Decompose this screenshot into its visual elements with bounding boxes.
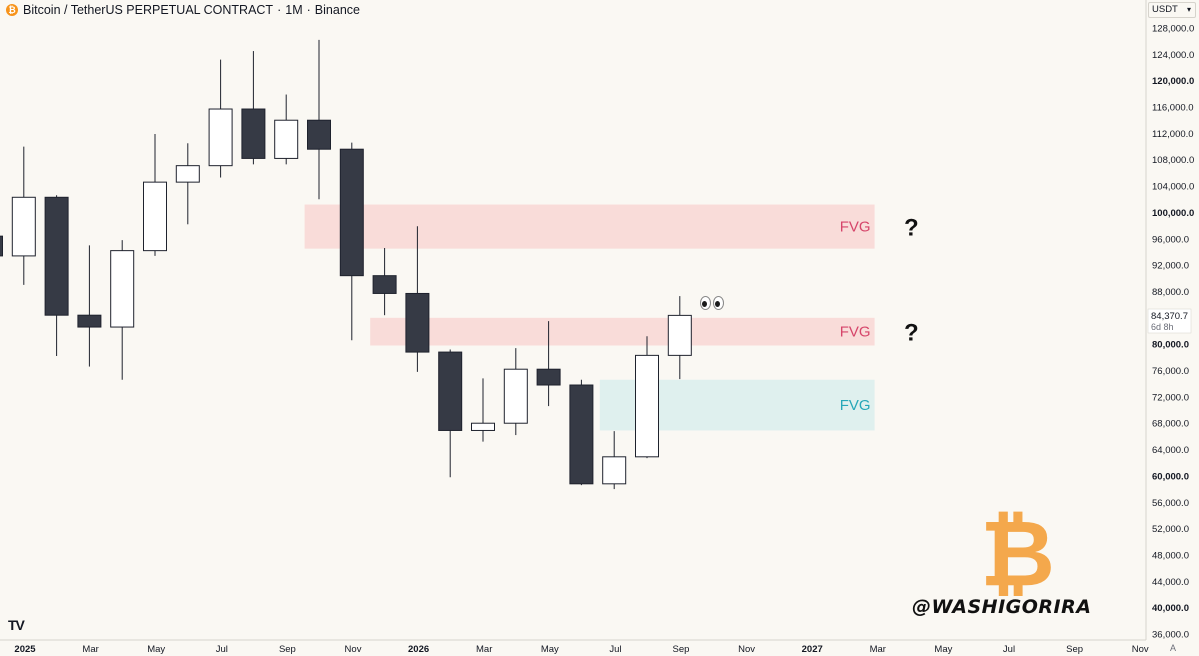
price-tick-label: 52,000.0 xyxy=(1152,524,1189,535)
price-axis[interactable]: 128,000.0 124,000.0 120,000.0 116,000.0 112,… xyxy=(1152,24,1194,641)
candle-body xyxy=(143,181,167,252)
price-tick-label: 88,000.0 xyxy=(1152,287,1189,298)
price-tick-label: 56,000.0 xyxy=(1152,498,1189,509)
auto-scale-button[interactable]: A xyxy=(1170,643,1177,653)
price-tick-label: 104,000.0 xyxy=(1152,182,1194,193)
candle-body xyxy=(471,422,495,431)
time-tick-label: May xyxy=(934,644,952,655)
separator: · xyxy=(277,3,282,17)
fvg-zone xyxy=(304,204,875,249)
time-tick-label: Mar xyxy=(82,644,98,655)
candle-body xyxy=(0,235,3,257)
candle-body xyxy=(77,314,102,328)
bitcoin-logo: ₿ xyxy=(980,500,1055,607)
separator: · xyxy=(306,3,311,17)
bitcoin-icon: ₿ xyxy=(6,4,18,16)
candle-body xyxy=(241,108,266,159)
candle-body xyxy=(110,250,135,328)
time-tick-label: Jul xyxy=(216,644,228,655)
current-price-tag: 84,370.7 6d 8h xyxy=(1147,308,1192,334)
time-tick-label: Nov xyxy=(738,644,755,655)
price-tag-box xyxy=(1147,308,1192,334)
price-tick-label: 120,000.0 xyxy=(1152,76,1194,87)
time-tick-label: Jul xyxy=(1003,644,1015,655)
candles xyxy=(0,39,692,490)
candle-body xyxy=(667,314,692,356)
tradingview-logo[interactable]: TV xyxy=(8,617,25,633)
price-tick-label: 76,000.0 xyxy=(1152,366,1189,377)
time-tick-label: May xyxy=(541,644,559,655)
time-tick-label: 2026 xyxy=(408,644,429,655)
price-tick-label: 68,000.0 xyxy=(1152,419,1189,430)
price-tick-label: 96,000.0 xyxy=(1152,234,1189,245)
time-axis[interactable]: 2025 Mar May Jul Sep Nov 2026 Mar May Jul Sep Nov 20… xyxy=(14,644,1148,655)
price-tick-label: 60,000.0 xyxy=(1152,471,1189,482)
candle-body xyxy=(339,148,364,277)
price-tick-label: 116,000.0 xyxy=(1152,103,1194,114)
fvg-label: FVG xyxy=(840,397,871,414)
eye-icon xyxy=(700,296,711,310)
price-tick-label: 48,000.0 xyxy=(1152,550,1189,561)
price-tick-label: 72,000.0 xyxy=(1152,392,1189,403)
candle-body xyxy=(372,275,397,294)
time-tick-label: Sep xyxy=(1066,644,1083,655)
price-tick-label: 36,000.0 xyxy=(1152,630,1189,641)
price-tick-label: 128,000.0 xyxy=(1152,24,1194,35)
candle-body xyxy=(635,354,659,458)
time-tick-label: Sep xyxy=(279,644,296,655)
candle-body xyxy=(569,384,594,485)
time-tick-label: Jul xyxy=(609,644,621,655)
price-tick-label: 44,000.0 xyxy=(1152,577,1189,588)
watermark-text: @WASHIGORIRA xyxy=(912,596,1092,618)
candle-body xyxy=(44,196,69,316)
time-tick-label: 2025 xyxy=(14,644,36,655)
price-tick-label: 108,000.0 xyxy=(1152,155,1194,166)
symbol-title[interactable]: Bitcoin / TetherUS PERPETUAL CONTRACT xyxy=(23,3,274,17)
fvg-zone xyxy=(370,317,875,346)
time-tick-label: Nov xyxy=(345,644,362,655)
chevron-down-icon: ▾ xyxy=(1186,5,1191,14)
candle-body xyxy=(602,456,627,485)
price-tag-countdown: 6d 8h xyxy=(1151,322,1174,332)
eye-icon xyxy=(713,296,724,310)
time-tick-label: Mar xyxy=(476,644,492,655)
price-tag-value: 84,370.7 xyxy=(1151,311,1188,322)
annotations: ?? xyxy=(904,215,919,347)
price-tick-label: 112,000.0 xyxy=(1152,129,1194,140)
price-tick-label: 124,000.0 xyxy=(1152,50,1194,61)
candle-body xyxy=(307,119,331,150)
question-mark: ? xyxy=(904,215,919,242)
currency-selector[interactable]: USDT ▾ xyxy=(1148,2,1196,18)
candle-body xyxy=(438,351,463,431)
price-tick-label: 40,000.0 xyxy=(1152,603,1189,614)
price-tick-label: 100,000.0 xyxy=(1152,208,1194,219)
time-tick-label: Sep xyxy=(673,644,690,655)
time-tick-label: Nov xyxy=(1132,644,1149,655)
price-tick-label: 64,000.0 xyxy=(1152,445,1189,456)
interval-label[interactable]: 1M xyxy=(285,3,303,17)
candle-body xyxy=(503,368,528,424)
time-tick-label: May xyxy=(147,644,165,655)
currency-label: USDT xyxy=(1152,4,1178,15)
candle-body xyxy=(11,196,36,257)
chart-header: ₿ Bitcoin / TetherUS PERPETUAL CONTRACT … xyxy=(6,3,360,17)
question-mark: ? xyxy=(904,320,919,347)
candle-body xyxy=(274,119,299,159)
fvg-label: FVG xyxy=(840,219,871,236)
time-tick-label: 2027 xyxy=(802,644,823,655)
candle-body xyxy=(536,368,561,386)
candle-body xyxy=(405,292,430,353)
price-tick-label: 92,000.0 xyxy=(1152,261,1189,272)
exchange-label[interactable]: Binance xyxy=(314,3,360,17)
candle-body xyxy=(175,165,200,183)
time-tick-label: Mar xyxy=(870,644,886,655)
eyes-emoji xyxy=(700,296,724,310)
fvg-label: FVG xyxy=(840,324,871,341)
price-tick-label: 80,000.0 xyxy=(1152,340,1189,351)
candle-body xyxy=(208,108,233,167)
